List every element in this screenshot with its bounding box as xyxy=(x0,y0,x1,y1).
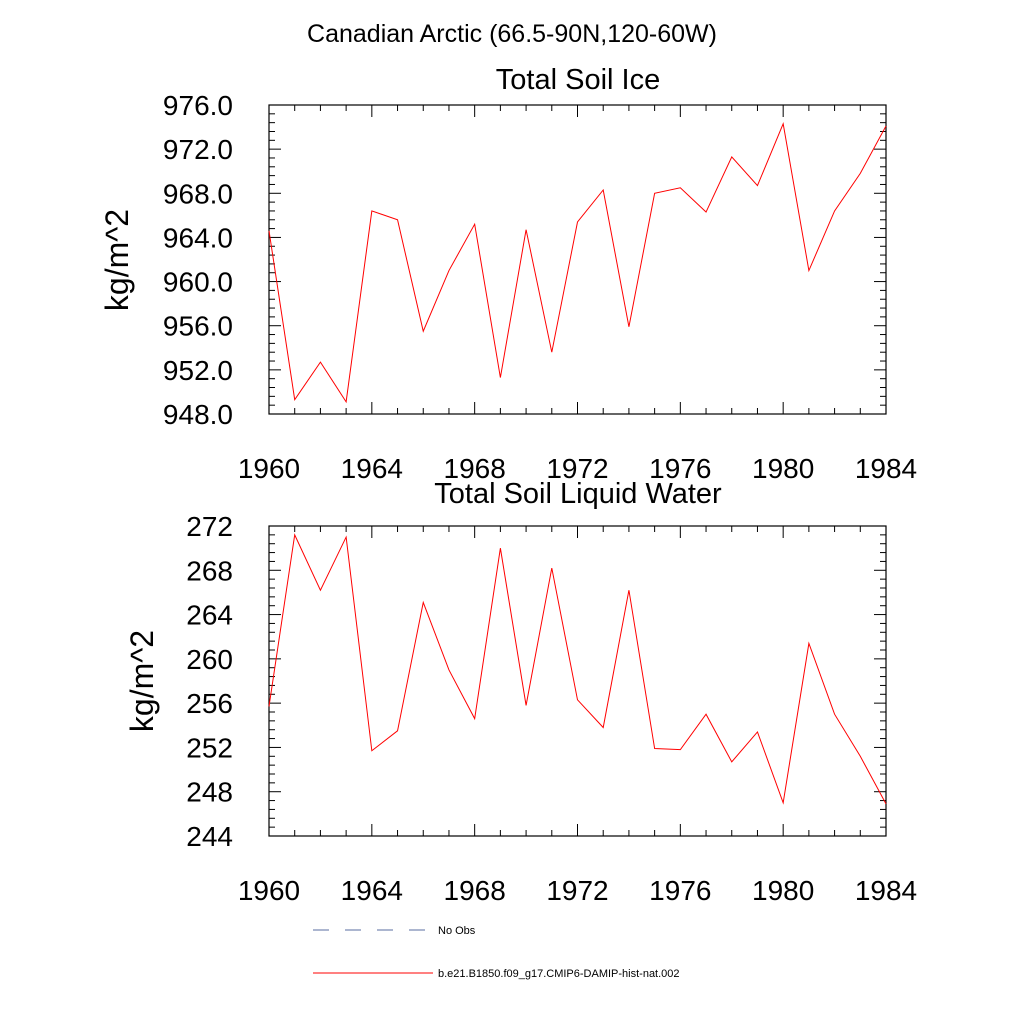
x-tick-label: 1964 xyxy=(341,875,403,906)
x-tick-label: 1984 xyxy=(855,453,917,484)
y-tick-label: 948.0 xyxy=(163,399,233,430)
plot-frame xyxy=(268,104,887,415)
panel-title: Total Soil Ice xyxy=(496,64,660,96)
series-group xyxy=(268,121,887,404)
x-tick-label: 1968 xyxy=(444,875,506,906)
x-tick-label: 1976 xyxy=(649,875,711,906)
series-group xyxy=(268,533,887,805)
y-tick-label: 976.0 xyxy=(163,90,233,121)
y-tick-label: 260 xyxy=(186,644,233,675)
panel-total-soil-ice: Total Soil Ice kg/m^2 1960 1964 1968 1972 19… xyxy=(99,64,917,484)
y-tick-label: 956.0 xyxy=(163,311,233,342)
x-tick-label: 1984 xyxy=(855,875,917,906)
y-tick-label: 952.0 xyxy=(163,355,233,386)
x-tick-label: 1972 xyxy=(546,875,608,906)
figure-suptitle: Canadian Arctic (66.5-90N,120-60W) xyxy=(307,20,717,48)
x-tick-label: 1964 xyxy=(341,453,403,484)
panel-title: Total Soil Liquid Water xyxy=(434,478,722,510)
panel-total-soil-liquid-water: Total Soil Liquid Water kg/m^2 1960 1964 1… xyxy=(124,478,917,906)
legend-obs-label: No Obs xyxy=(438,925,476,937)
y-tick-label: 272 xyxy=(186,511,233,542)
y-tick-label: 248 xyxy=(186,777,233,808)
plot-frame xyxy=(268,525,887,837)
y-tick-labels: 948.0 952.0 956.0 960.0 964.0 968.0 972.0 976.0 xyxy=(163,90,233,430)
y-tick-label: 256 xyxy=(186,688,233,719)
y-tick-label: 264 xyxy=(186,600,233,631)
y-tick-label: 960.0 xyxy=(163,267,233,298)
y-tick-label: 964.0 xyxy=(163,222,233,253)
x-tick-labels: 1960 1964 1968 1972 1976 1980 1984 xyxy=(238,453,917,484)
x-tick-label: 1976 xyxy=(649,453,711,484)
y-tick-labels: 244 248 252 256 260 264 268 272 xyxy=(186,511,233,852)
axis-ticks xyxy=(268,525,887,837)
x-tick-label: 1980 xyxy=(752,453,814,484)
x-tick-label: 1968 xyxy=(444,453,506,484)
axis-ticks xyxy=(268,104,887,415)
series-line xyxy=(268,121,887,404)
y-tick-label: 252 xyxy=(186,732,233,763)
y-tick-label: 244 xyxy=(186,821,233,852)
x-tick-label: 1960 xyxy=(238,453,300,484)
y-axis-label: kg/m^2 xyxy=(124,630,160,732)
y-axis-label: kg/m^2 xyxy=(99,209,135,311)
y-tick-label: 968.0 xyxy=(163,178,233,209)
legend-model-label: b.e21.B1850.f09_g17.CMIP6-DAMIP-hist-nat… xyxy=(438,968,680,980)
x-tick-label: 1960 xyxy=(238,875,300,906)
x-tick-label: 1980 xyxy=(752,875,814,906)
y-tick-label: 268 xyxy=(186,555,233,586)
x-tick-label: 1972 xyxy=(546,453,608,484)
y-tick-label: 972.0 xyxy=(163,134,233,165)
x-tick-labels: 1960 1964 1968 1972 1976 1980 1984 xyxy=(238,875,917,906)
series-line xyxy=(268,533,887,805)
legend: No Obs b.e21.B1850.f09_g17.CMIP6-DAMIP-h… xyxy=(313,925,680,980)
